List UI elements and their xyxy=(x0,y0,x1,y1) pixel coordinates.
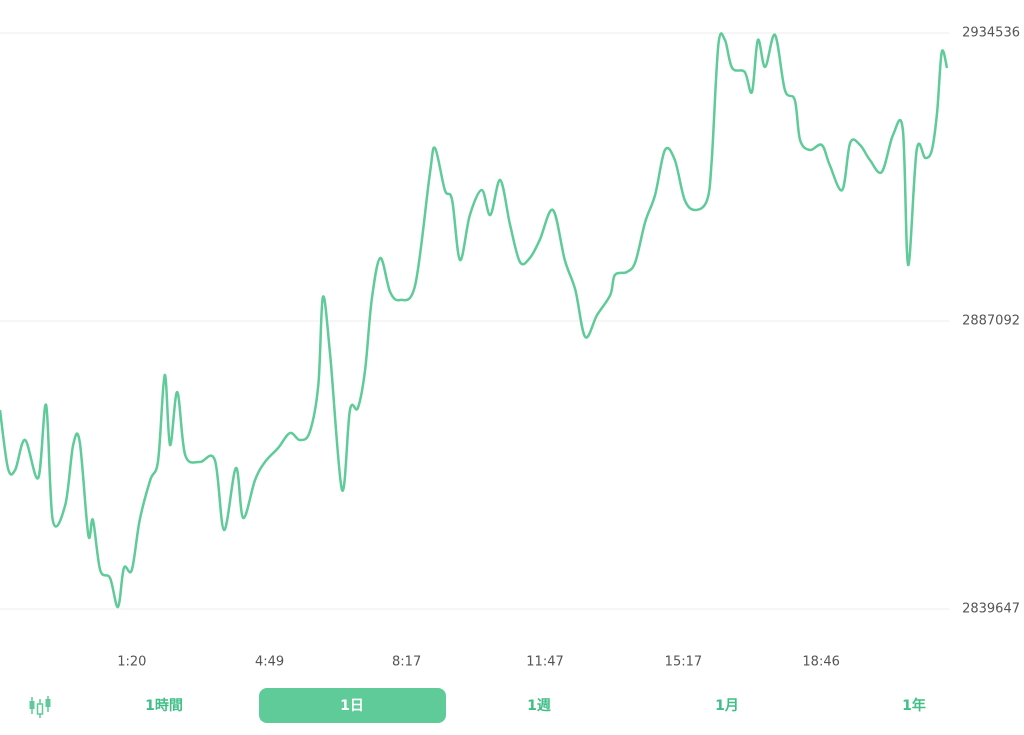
y-tick-label: 2887092 xyxy=(962,313,1020,328)
selected-tab-background[interactable] xyxy=(259,688,446,723)
x-tick-label: 4:49 xyxy=(255,655,284,670)
tab[interactable]: 1日 xyxy=(340,698,364,714)
tab[interactable]: 1週 xyxy=(527,698,551,714)
tab[interactable]: 1時間 xyxy=(145,697,183,714)
x-tick-label: 15:17 xyxy=(665,655,702,670)
x-tick-label: 11:47 xyxy=(526,655,563,670)
tab[interactable]: 1月 xyxy=(715,698,739,714)
x-tick-label: 18:46 xyxy=(802,655,839,670)
y-tick-label: 2934536 xyxy=(962,26,1020,41)
tab[interactable]: 1年 xyxy=(902,697,926,714)
x-tick-label: 8:17 xyxy=(392,655,421,670)
y-tick-label: 2839647 xyxy=(962,602,1020,617)
price-line xyxy=(0,32,949,609)
chart-type-icon[interactable] xyxy=(29,696,51,718)
x-tick-label: 1:20 xyxy=(117,655,146,670)
